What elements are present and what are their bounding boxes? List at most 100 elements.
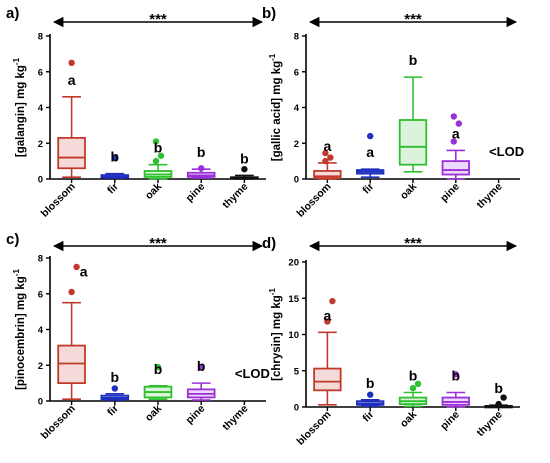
panel-galangin: a) [galangin] mg kg-1 0 2 4 6 8 *** blossom fir oa…	[6, 5, 266, 220]
outlier-point	[322, 149, 329, 157]
box-pine: a	[441, 113, 470, 180]
group-letter: b	[111, 369, 120, 385]
outlier-point	[495, 400, 502, 408]
y-axis-label-superscript: -1	[268, 53, 277, 61]
group-letter: b	[366, 375, 375, 391]
y-tick-label: 6	[294, 67, 299, 78]
x-tick-label-oak: oak	[143, 181, 164, 202]
group-letter: a	[324, 138, 332, 154]
panel-chrysin: d) [chrysin] mg kg-1 0 5 10 15 20 *** blossom fir…	[262, 235, 520, 448]
y-tick-label: 10	[288, 330, 299, 341]
outlier-point	[157, 152, 165, 159]
group-letter: b	[154, 361, 163, 377]
x-tick-label-pine: pine	[184, 181, 208, 205]
outlier-point	[152, 138, 160, 145]
x-tick-label-blossom: blossom	[294, 409, 333, 448]
group-letter: a	[80, 263, 88, 279]
outlier-point	[409, 384, 417, 392]
y-tick-label: 0	[294, 403, 299, 414]
box-pine: b	[441, 368, 470, 408]
x-tick-label-blossom: blossom	[294, 181, 333, 220]
x-tick-label-fir: fir	[360, 181, 376, 197]
x-tick-label-thyme: thyme	[220, 403, 250, 433]
outlier-point	[73, 263, 80, 271]
y-axis-label-text: [galangin] mg kg	[15, 65, 27, 157]
x-tick-label-blossom: blossom	[39, 403, 78, 442]
y-tick-label: 6	[38, 289, 43, 300]
box-pine: b	[186, 358, 216, 401]
y-axis-label-text: [pinocembrin] mg kg	[15, 276, 27, 390]
panel-label: c)	[6, 231, 19, 248]
x-tick-label-oak: oak	[398, 409, 419, 430]
outlier-point	[241, 165, 248, 173]
x-tick-label-thyme: thyme	[474, 409, 504, 439]
outlier-point	[324, 318, 331, 325]
significance-label: ***	[149, 11, 167, 28]
outlier-point	[452, 371, 459, 378]
y-tick-label: 2	[38, 361, 43, 372]
y-tick-label: 4	[294, 103, 300, 114]
iqr-box	[398, 119, 428, 166]
y-tick-label: 8	[38, 254, 43, 265]
y-tick-label: 0	[38, 175, 43, 186]
lod-label: <LOD	[489, 144, 524, 159]
outlier-point	[329, 297, 336, 305]
box-fir: b	[100, 149, 130, 179]
group-letter: b	[197, 358, 206, 374]
x-tick-label-oak: oak	[143, 403, 164, 424]
group-letter: b	[452, 368, 461, 384]
y-tick-label: 2	[38, 139, 43, 150]
x-tick-label-blossom: blossom	[39, 181, 78, 220]
box-blossom: a	[57, 59, 86, 179]
box-fir: b	[100, 369, 130, 401]
group-letter: b	[154, 140, 163, 156]
y-tick-label: 0	[294, 175, 299, 186]
group-letter: b	[197, 144, 206, 160]
outlier-point	[111, 385, 119, 392]
box-blossom: a	[57, 263, 88, 401]
iqr-box	[313, 367, 342, 392]
y-axis-label: [pinocembrin] mg kg-1	[12, 269, 27, 390]
group-letter: a	[68, 72, 76, 88]
box-oak: b	[398, 368, 428, 408]
outlier-point	[450, 138, 457, 145]
outlier-point	[367, 132, 374, 140]
y-tick-label: 6	[38, 67, 43, 78]
y-axis-label: [gallic acid] mg kg-1	[268, 53, 283, 161]
y-axis-label-superscript: -1	[12, 269, 21, 277]
group-letter: a	[452, 125, 460, 141]
y-axis-label: [chrysin] mg kg-1	[268, 288, 283, 381]
box-blossom: a	[313, 297, 342, 406]
iqr-box	[313, 170, 342, 180]
group-letter: b	[409, 52, 418, 68]
outlier-point	[414, 380, 422, 387]
y-axis-label-text: [chrysin] mg kg	[271, 295, 283, 381]
outlier-point	[68, 288, 75, 296]
box-oak: b	[143, 138, 173, 180]
outlier-point	[455, 120, 462, 127]
box-pine: b	[186, 144, 216, 179]
box-oak: b	[398, 52, 428, 173]
panel-label: a)	[6, 5, 19, 22]
y-tick-label: 4	[38, 325, 44, 336]
y-tick-label: 2	[294, 139, 299, 150]
y-tick-label: 0	[38, 397, 43, 408]
group-letter: b	[494, 380, 503, 396]
panel-gallic-acid: b) [gallic acid] mg kg-1 0 2 4 6 8 *** blossom fi…	[262, 5, 524, 220]
y-tick-label: 20	[288, 258, 299, 269]
x-tick-label-thyme: thyme	[474, 181, 504, 211]
x-tick-label-fir: fir	[105, 181, 121, 197]
box-thyme: b	[484, 380, 513, 409]
outlier-point	[450, 113, 457, 120]
y-tick-label: 4	[38, 103, 44, 114]
box-blossom: a	[313, 138, 342, 180]
box-oak: b	[143, 361, 173, 401]
y-tick-label: 8	[294, 32, 299, 43]
box-thyme: b	[230, 150, 259, 180]
panel-pinocembrin: c) [pinocembrin] mg kg-1 0 2 4 6 8 *** blossom fi…	[6, 231, 270, 442]
outlier-point	[198, 165, 205, 172]
lod-label: <LOD	[235, 366, 270, 381]
outlier-point	[198, 363, 205, 371]
y-axis-label-superscript: -1	[268, 288, 277, 296]
